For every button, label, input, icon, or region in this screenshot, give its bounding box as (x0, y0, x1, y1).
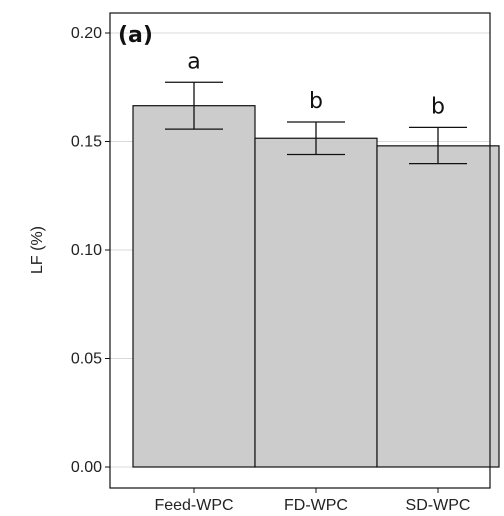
x-tick-label-3: SD-WPC (406, 497, 471, 514)
bar-2 (254, 137, 378, 468)
error-bars (165, 81, 467, 165)
x-tick-label-1: Feed-WPC (154, 497, 233, 514)
y-axis-title: LF (%) (29, 226, 46, 274)
bar-1 (132, 105, 256, 468)
significance-label-3: b (431, 94, 445, 119)
y-tick-label-0: 0.00 (71, 459, 102, 476)
significance-label-1: a (187, 49, 200, 74)
bars (132, 105, 500, 468)
y-tick-label-4: 0.20 (71, 25, 102, 42)
x-tick-label-2: FD-WPC (284, 497, 348, 514)
x-ticks: Feed-WPC FD-WPC SD-WPC (154, 488, 470, 514)
significance-label-2: b (309, 89, 323, 114)
panel-label: (a) (118, 23, 153, 48)
y-ticks: 0.00 0.05 0.10 0.15 0.20 (71, 25, 110, 476)
y-tick-label-3: 0.15 (71, 134, 102, 151)
significance-labels: a b b (187, 49, 445, 119)
bar-3 (376, 145, 500, 468)
y-tick-label-1: 0.05 (71, 351, 102, 368)
y-tick-label-2: 0.10 (71, 242, 102, 259)
